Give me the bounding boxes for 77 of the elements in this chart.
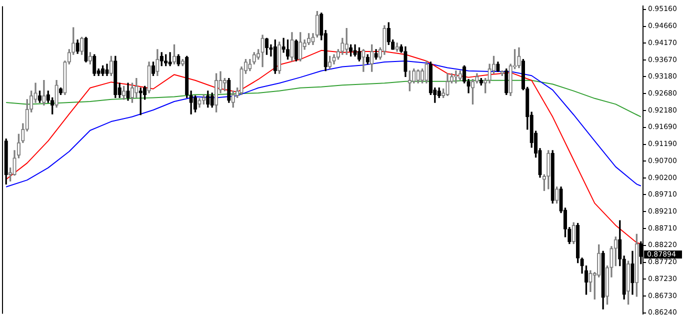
candlestick: [54, 80, 58, 108]
candlestick: [382, 25, 386, 55]
candlestick: [572, 222, 576, 244]
candlestick: [72, 27, 76, 55]
candlestick: [143, 86, 147, 100]
candlestick: [496, 62, 500, 72]
candlestick: [168, 52, 172, 66]
candlestick: [222, 78, 227, 92]
candlestick: [488, 64, 492, 84]
candlestick: [231, 90, 235, 108]
candlestick: [601, 250, 605, 310]
candlestick: [370, 44, 374, 72]
candlestick: [286, 40, 290, 60]
candlestick: [328, 56, 332, 70]
candlestick: [408, 70, 412, 92]
candlestick: [214, 73, 218, 112]
candlestick: [508, 64, 512, 96]
candlestick: [227, 78, 231, 103]
candlestick: [248, 58, 252, 72]
candlestick: [76, 40, 80, 54]
candlestick: [353, 44, 357, 57]
candlestick: [298, 32, 302, 62]
candlestick: [46, 90, 50, 103]
candlestick: [479, 78, 483, 86]
candlestick: [160, 52, 164, 66]
candlestick: [164, 54, 168, 66]
candlestick: [138, 88, 142, 116]
candlestick: [92, 54, 96, 76]
candlestick: [156, 49, 160, 76]
candlestick: [290, 32, 294, 62]
candlestick: [84, 36, 88, 62]
candlestick: [294, 40, 298, 62]
candlestick: [100, 65, 105, 76]
candlestick: [500, 70, 504, 76]
candlestick: [151, 62, 156, 76]
candlestick: [626, 260, 630, 305]
candlestick: [340, 38, 344, 55]
candlestick: [264, 38, 269, 55]
candlestick: [202, 94, 206, 105]
candlestick: [622, 256, 626, 300]
candlestick: [362, 49, 366, 72]
candlestick: [80, 36, 84, 55]
candlestick: [446, 73, 450, 96]
candlestick: [180, 58, 184, 66]
candlestick: [454, 70, 458, 84]
candlestick: [88, 52, 92, 64]
candlestick: [114, 56, 118, 98]
candlestick: [332, 54, 336, 64]
candlestick: [50, 97, 54, 114]
candlestick: [260, 34, 264, 68]
candlestick: [504, 68, 508, 95]
candlestick: [458, 70, 462, 81]
candlestick: [517, 47, 521, 68]
candlestick: [42, 80, 46, 106]
candlestick: [374, 49, 378, 60]
candlestick: [38, 90, 42, 103]
candlestick: [122, 86, 126, 100]
candlestick: [424, 60, 428, 84]
candlestick: [404, 46, 408, 77]
candlestick: [172, 44, 176, 64]
candlestick: [109, 56, 114, 76]
candlestick: [588, 270, 592, 292]
candlestick: [357, 47, 362, 62]
candlestick: [366, 54, 370, 64]
candlestick: [550, 150, 554, 204]
candlestick: [134, 78, 138, 98]
candlestick: [147, 62, 151, 94]
candlestick: [554, 186, 559, 204]
candlestick: [105, 64, 109, 76]
candlestick: [348, 44, 353, 57]
candlestick: [634, 234, 639, 297]
candlestick: [386, 22, 390, 45]
candlestick: [198, 98, 202, 108]
candlestick: [240, 66, 244, 95]
candlestick: [58, 88, 63, 95]
candlestick: [176, 54, 180, 66]
candlestick: [437, 88, 441, 98]
